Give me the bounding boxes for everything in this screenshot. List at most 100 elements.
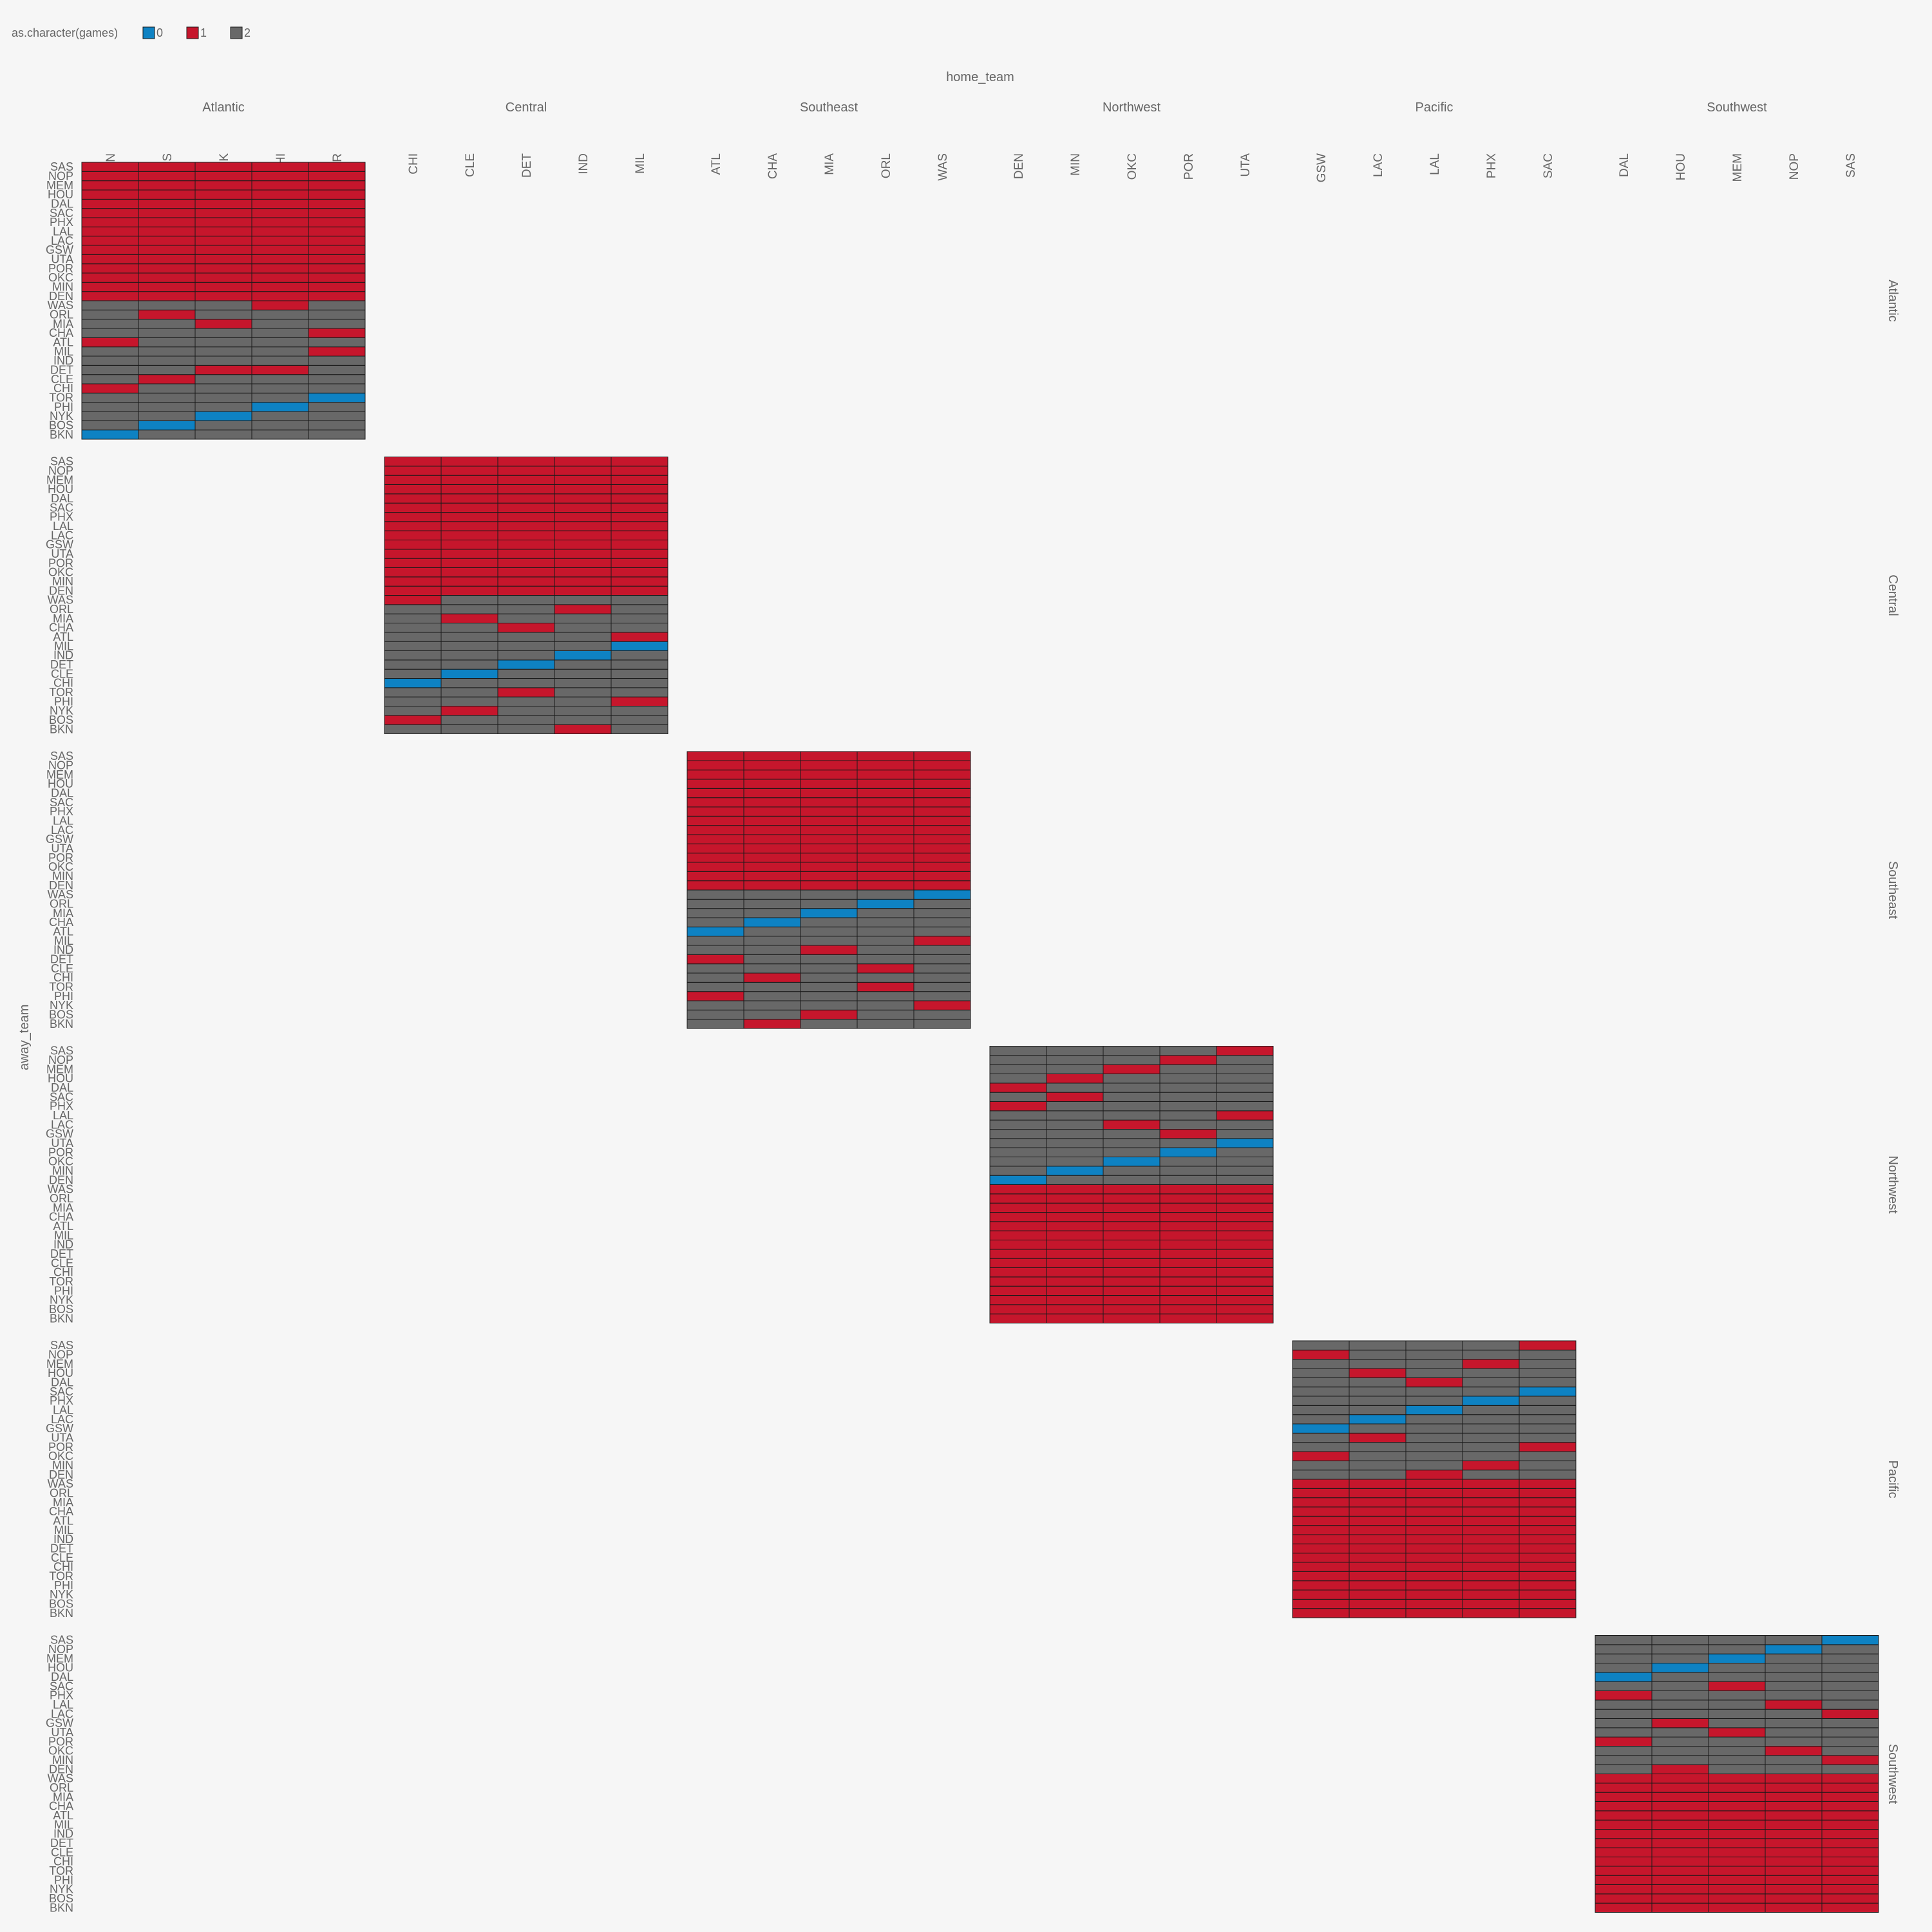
heatmap-cell [497, 595, 555, 605]
heatmap-cell [743, 1019, 801, 1029]
heatmap-cell [138, 180, 196, 191]
y-tick-label: IND [53, 1828, 73, 1841]
y-tick-label: BOS [49, 1892, 73, 1905]
heatmap-cell [308, 162, 366, 172]
heatmap-cell [1292, 1488, 1350, 1499]
heatmap-cell [1595, 1681, 1653, 1692]
heatmap-cell [1462, 1432, 1520, 1443]
heatmap-cell [440, 604, 498, 614]
heatmap-cell [800, 898, 858, 909]
heatmap-cell [1651, 1764, 1709, 1775]
y-tick-label: LAC [51, 234, 73, 247]
heatmap-cell [497, 613, 555, 624]
heatmap-cell [857, 963, 914, 974]
y-tick-label: WAS [48, 888, 73, 901]
heatmap-cell [138, 309, 196, 320]
heatmap-cell [1821, 1792, 1879, 1803]
heatmap-cell [81, 217, 139, 227]
x-tick-label: LAC [1372, 153, 1385, 177]
heatmap-cell [440, 549, 498, 559]
y-tick-label: GSW [46, 538, 73, 551]
heatmap-cell [1292, 1460, 1350, 1471]
heatmap-cell [384, 650, 442, 661]
heatmap-cell [81, 272, 139, 283]
y-tick-label: TOR [49, 1864, 73, 1877]
heatmap-cell [857, 945, 914, 955]
heatmap-cell [1292, 1387, 1350, 1397]
heatmap-cell [1651, 1755, 1709, 1765]
heatmap-cell [857, 926, 914, 937]
heatmap-cell [440, 613, 498, 624]
y-tick-label: OKC [48, 271, 73, 284]
y-tick-label: DET [50, 658, 73, 671]
heatmap-cell [1216, 1193, 1274, 1204]
heatmap-cell [384, 475, 442, 486]
heatmap-cell [1765, 1847, 1823, 1858]
y-tick-label: SAS [50, 160, 73, 173]
heatmap-cell [800, 880, 858, 891]
heatmap-cell [687, 936, 744, 946]
heatmap-cell [554, 512, 612, 522]
heatmap-cell [857, 917, 914, 927]
heatmap-cell [1159, 1184, 1217, 1195]
heatmap-cell [1349, 1442, 1406, 1452]
heatmap-cell [251, 171, 309, 182]
heatmap-cell [1216, 1166, 1274, 1176]
heatmap-cell [251, 411, 309, 421]
heatmap-cell [138, 383, 196, 393]
y-tick-label: MEM [46, 1358, 73, 1370]
heatmap-cell [1349, 1488, 1406, 1499]
heatmap-cell [308, 355, 366, 366]
y-tick-label: DAL [51, 1376, 73, 1389]
y-tick-label: MIL [54, 934, 73, 947]
heatmap-cell [1159, 1074, 1217, 1084]
x-tick-label: LAL [1428, 153, 1442, 175]
heatmap-cell [1103, 1304, 1160, 1314]
heatmap-cell [687, 945, 744, 955]
heatmap-cell [857, 815, 914, 826]
y-tick-label: SAC [50, 501, 73, 514]
y-axis-title: away_team [17, 1005, 32, 1070]
y-tick-label: SAC [50, 1680, 73, 1692]
heatmap-cell [1821, 1709, 1879, 1719]
x-axis-title: home_team [946, 70, 1014, 84]
heatmap-cell [554, 457, 612, 467]
heatmap-cell [81, 365, 139, 375]
heatmap-cell [1103, 1129, 1160, 1139]
y-tick-label: PHX [50, 511, 73, 524]
y-tick-label: MIA [53, 1790, 73, 1803]
y-tick-label: MIL [54, 1818, 73, 1831]
heatmap-cell [1462, 1598, 1520, 1609]
heatmap-cell [1651, 1709, 1709, 1719]
y-tick-label: SAS [50, 1339, 73, 1352]
heatmap-cell [1292, 1598, 1350, 1609]
heatmap-cell [440, 502, 498, 513]
y-tick-label: LAL [53, 225, 73, 238]
heatmap-cell [1708, 1644, 1766, 1654]
heatmap-cell [913, 1000, 971, 1010]
y-tick-label: CLE [51, 667, 73, 680]
heatmap-cell [1292, 1368, 1350, 1378]
heatmap-cell [384, 623, 442, 633]
heatmap-cell [440, 650, 498, 661]
heatmap-cell [554, 484, 612, 495]
heatmap-cell [1765, 1681, 1823, 1692]
legend-label-0: 0 [156, 26, 163, 39]
y-tick-label: WAS [48, 1772, 73, 1785]
heatmap-cell [1216, 1175, 1274, 1185]
heatmap-cell [611, 687, 668, 697]
heatmap-cell [308, 402, 366, 412]
heatmap-cell [251, 281, 309, 292]
heatmap-cell [1216, 1129, 1274, 1139]
heatmap-cell [687, 1019, 744, 1029]
heatmap-cell [1519, 1488, 1577, 1499]
heatmap-cell [1103, 1285, 1160, 1296]
heatmap-cell [138, 300, 196, 310]
heatmap-cell [1405, 1349, 1463, 1360]
y-tick-label: ORL [50, 1487, 73, 1500]
heatmap-cell [138, 374, 196, 384]
heatmap-cell [440, 724, 498, 734]
heatmap-cell [497, 466, 555, 476]
heatmap-cell [1349, 1571, 1406, 1582]
heatmap-cell [497, 641, 555, 652]
